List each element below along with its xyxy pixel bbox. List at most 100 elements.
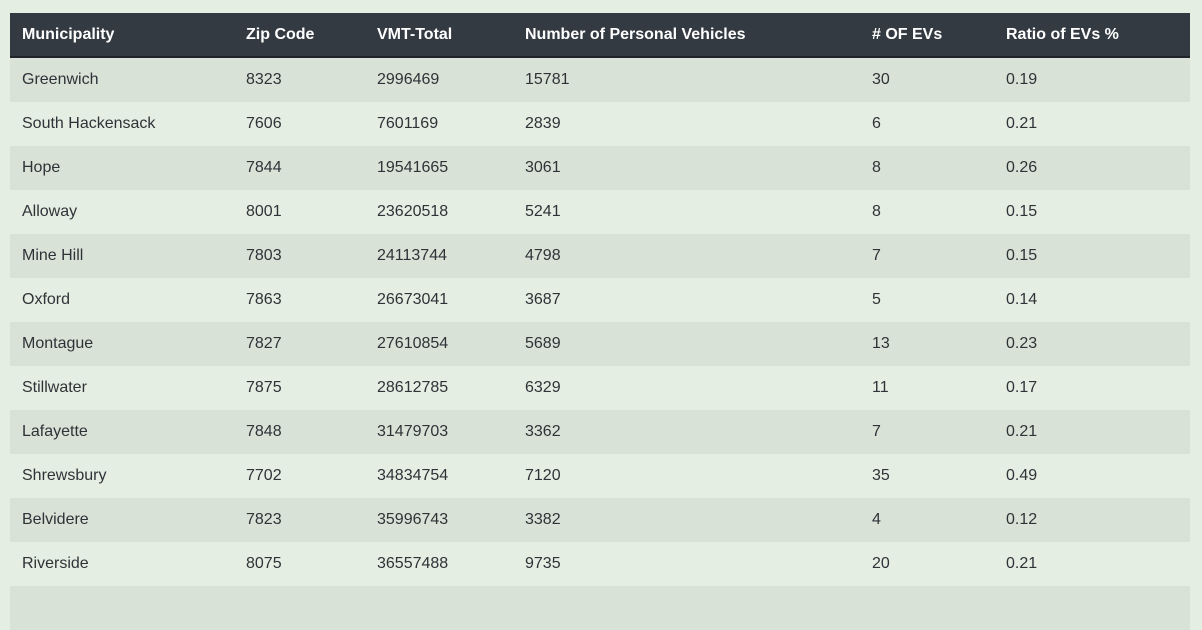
municipality-cell: Hope [22,159,61,176]
municipality-cell: Mine Hill [22,247,84,264]
vmt-total-cell: 31479703 [377,423,449,440]
vmt-total-cell: 23620518 [377,203,449,220]
ev-ratio-cell: 0.49 [1006,467,1038,484]
zip-code-cell: 8001 [246,203,282,220]
vmt-total-cell: 28612785 [377,379,449,396]
ev-ratio-cell: 0.15 [1006,203,1038,220]
zip-code-cell [234,586,365,630]
personal-vehicles-cell: 2839 [525,115,561,132]
zip-code-cell: 7803 [246,247,282,264]
municipality-cell: Lafayette [22,423,88,440]
ev-count-cell: 5 [872,291,881,308]
table-row[interactable]: Shrewsbury 7702 34834754 7120 35 0.49 [10,454,1190,498]
column-header-vmt-total[interactable]: VMT-Total [365,13,513,58]
table-row[interactable]: Montague 7827 27610854 5689 13 0.23 [10,322,1190,366]
header-row: Municipality Zip Code VMT-Total Number o… [10,13,1190,58]
municipality-cell: Shrewsbury [22,467,107,484]
zip-code-cell: 7827 [246,335,282,352]
ev-ratio-cell: 0.23 [1006,335,1038,352]
personal-vehicles-cell: 7120 [525,467,561,484]
table-row[interactable]: Lafayette 7848 31479703 3362 7 0.21 [10,410,1190,454]
vmt-total-cell [365,586,513,630]
municipality-cell: Stillwater [22,379,87,396]
municipality-cell: South Hackensack [22,115,156,132]
personal-vehicles-cell: 4798 [525,247,561,264]
vmt-total-cell: 7601169 [377,115,439,132]
vmt-total-cell: 26673041 [377,291,449,308]
ev-ratio-cell: 0.12 [1006,511,1038,528]
ev-count-cell: 4 [872,511,881,528]
table-row[interactable]: Oxford 7863 26673041 3687 5 0.14 [10,278,1190,322]
table-header: Municipality Zip Code VMT-Total Number o… [10,13,1190,58]
personal-vehicles-cell: 5241 [525,203,561,220]
vmt-total-cell: 36557488 [377,555,449,572]
ev-ratio-cell: 0.15 [1006,247,1038,264]
column-header-ev-ratio[interactable]: Ratio of EVs % [994,13,1190,58]
personal-vehicles-cell: 3687 [525,291,561,308]
ev-ratio-cell: 0.17 [1006,379,1038,396]
municipality-cell [10,586,234,630]
ev-data-table: Municipality Zip Code VMT-Total Number o… [10,13,1190,630]
ev-count-cell: 7 [872,247,881,264]
table-row[interactable]: Hope 7844 19541665 3061 8 0.26 [10,146,1190,190]
column-header-personal-vehicles[interactable]: Number of Personal Vehicles [513,13,860,58]
zip-code-cell: 7844 [246,159,282,176]
zip-code-cell: 8075 [246,555,282,572]
personal-vehicles-cell [513,586,860,630]
ev-count-cell [860,586,994,630]
ev-ratio-cell [994,586,1190,630]
ev-count-cell: 13 [872,335,890,352]
zip-code-cell: 7606 [246,115,282,132]
ev-count-cell: 6 [872,115,881,132]
ev-ratio-cell: 0.21 [1006,423,1038,440]
ev-count-cell: 7 [872,423,881,440]
zip-code-cell: 7863 [246,291,282,308]
personal-vehicles-cell: 3362 [525,423,561,440]
personal-vehicles-cell: 3382 [525,511,561,528]
vmt-total-cell: 24113744 [377,247,447,264]
personal-vehicles-cell: 5689 [525,335,561,352]
zip-code-cell: 7875 [246,379,282,396]
table-row[interactable]: Alloway 8001 23620518 5241 8 0.15 [10,190,1190,234]
vmt-total-cell: 2996469 [377,71,440,88]
zip-code-cell: 8323 [246,71,282,88]
municipality-cell: Montague [22,335,94,352]
municipality-cell: Oxford [22,291,71,308]
municipality-cell: Alloway [22,203,78,220]
ev-ratio-cell: 0.14 [1006,291,1038,308]
column-header-ev-count[interactable]: # OF EVs [860,13,994,58]
ev-ratio-cell: 0.21 [1006,555,1038,572]
ev-ratio-cell: 0.26 [1006,159,1038,176]
ev-ratio-cell: 0.19 [1006,71,1038,88]
table-row[interactable] [10,586,1190,630]
table-row[interactable]: Riverside 8075 36557488 9735 20 0.21 [10,542,1190,586]
table-body: Greenwich 8323 2996469 15781 30 0.19 South Hac… [10,57,1190,630]
ev-count-cell: 8 [872,203,881,220]
table-row[interactable]: South Hackensack 7606 7601169 2839 6 0.21 [10,102,1190,146]
ev-count-cell: 11 [872,379,889,396]
table-row[interactable]: Belvidere 7823 35996743 3382 4 0.12 [10,498,1190,542]
table-row[interactable]: Mine Hill 7803 24113744 4798 7 0.15 [10,234,1190,278]
table-row[interactable]: Stillwater 7875 28612785 6329 11 0.17 [10,366,1190,410]
ev-count-cell: 8 [872,159,881,176]
vmt-total-cell: 35996743 [377,511,449,528]
ev-count-cell: 35 [872,467,890,484]
column-header-zip-code[interactable]: Zip Code [234,13,365,58]
personal-vehicles-cell: 15781 [525,71,570,88]
vmt-total-cell: 27610854 [377,335,449,352]
ev-count-cell: 30 [872,71,890,88]
column-header-municipality[interactable]: Municipality [10,13,234,58]
municipality-cell: Riverside [22,555,89,572]
vmt-total-cell: 19541665 [377,159,449,176]
table-row[interactable]: Greenwich 8323 2996469 15781 30 0.19 [10,57,1190,102]
personal-vehicles-cell: 9735 [525,555,561,572]
zip-code-cell: 7702 [246,467,282,484]
zip-code-cell: 7823 [246,511,282,528]
personal-vehicles-cell: 3061 [525,159,561,176]
vmt-total-cell: 34834754 [377,467,449,484]
data-table-container: Municipality Zip Code VMT-Total Number o… [10,13,1190,630]
municipality-cell: Greenwich [22,71,99,88]
municipality-cell: Belvidere [22,511,89,528]
ev-ratio-cell: 0.21 [1006,115,1038,132]
personal-vehicles-cell: 6329 [525,379,561,396]
